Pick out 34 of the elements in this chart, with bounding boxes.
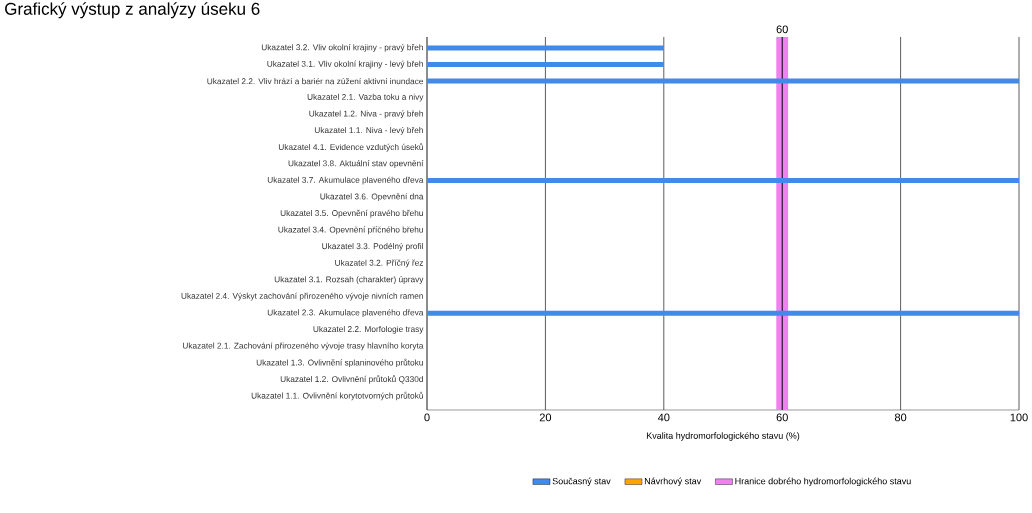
y-tick-label: Ukazatel 2.3. Akumulace plaveného dřeva <box>267 309 424 318</box>
y-tick-label: Ukazatel 2.1. Vazba toku a nivy <box>307 93 424 102</box>
y-tick-label: Ukazatel 2.2. Morfologie trasy <box>313 325 424 334</box>
y-tick-label: Ukazatel 3.3. Podélný profil <box>322 242 423 251</box>
x-tick-label: 80 <box>894 413 907 422</box>
x-tick-label: 40 <box>657 413 670 422</box>
y-tick-label: Ukazatel 3.7. Akumulace plaveného dřeva <box>267 176 424 185</box>
x-axis-title: Kvalita hydromorfologického stavu (%) <box>646 432 800 441</box>
y-tick-label: Ukazatel 3.1. Vliv okolní krajiny - levý břeh <box>267 60 423 69</box>
ref-line-label: 60 <box>776 25 788 34</box>
y-tick-label: Ukazatel 4.1. Evidence vzdutých úseků <box>278 143 423 152</box>
y-tick-label: Ukazatel 2.4. Výskyt zachování přirozeného vývoje nivních ramen <box>181 292 423 301</box>
y-tick-label: Ukazatel 1.1. Ovlivnění korytotvorných průtoků <box>251 391 423 401</box>
y-tick-label: Ukazatel 3.8. Aktuální stav opevnění <box>288 160 424 168</box>
y-tick-label: Ukazatel 3.2. Vliv okolní krajiny - pravý břeh <box>261 44 423 52</box>
y-tick-label: Ukazatel 3.5. Opevnění pravého břehu <box>280 209 423 218</box>
x-tick-label: 0 <box>424 413 430 422</box>
legend-label: Hranice dobrého hydromorfologického stavu <box>735 477 911 487</box>
legend-label: Návrhový stav <box>644 477 702 487</box>
y-tick-label: Ukazatel 1.2. Ovlivnění průtoků Q330d <box>280 375 423 384</box>
y-tick-label: Ukazatel 1.1. Niva - levý břeh <box>314 126 423 135</box>
y-tick-label: Ukazatel 2.2. Vliv hrází a bariér na zúžení aktivní inundace <box>207 77 424 85</box>
x-tick-label: 20 <box>539 413 552 422</box>
x-tick-label: 100 <box>1010 413 1028 422</box>
y-tick-label: Ukazatel 1.2. Niva - pravý břeh <box>309 110 423 119</box>
y-tick-label: Ukazatel 3.4. Opevnění příčného břehu <box>278 226 423 235</box>
legend-label: Současný stav <box>552 477 611 487</box>
y-tick-label: Ukazatel 1.3. Ovlivnění splaninového průtoku <box>256 358 423 368</box>
text: Grafický výstup z analýzy úseku 6 <box>5 2 260 19</box>
y-tick-label: Ukazatel 2.1. Zachování přirozeného vývoje trasy hlavního koryta <box>182 342 424 351</box>
y-tick-label: Ukazatel 3.6. Opevnění dna <box>320 193 424 202</box>
y-tick-label: Ukazatel 3.1. Rozsah (charakter) úpravy <box>274 276 424 284</box>
y-tick-label: Ukazatel 3.2. Příčný řez <box>335 259 424 268</box>
x-tick-label: 60 <box>776 413 788 422</box>
